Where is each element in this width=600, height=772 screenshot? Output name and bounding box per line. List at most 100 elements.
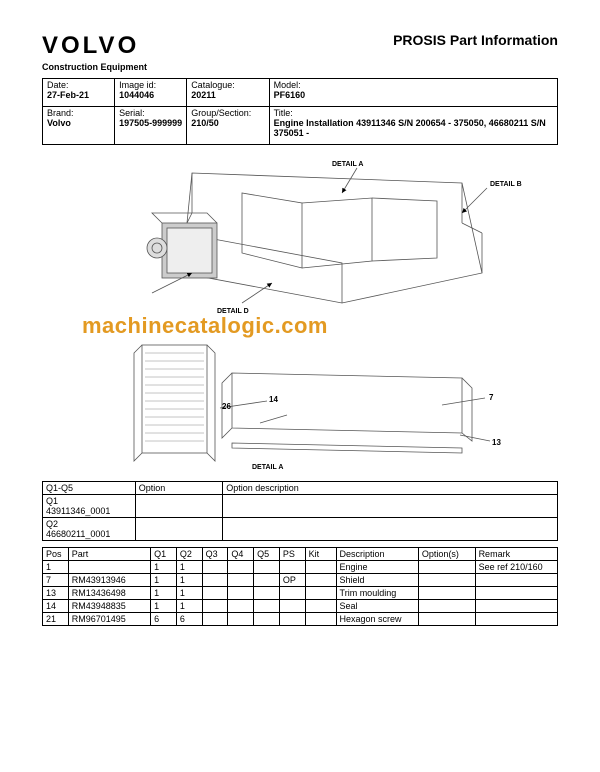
cell-part: RM43913946 bbox=[68, 574, 150, 587]
detail-d-label: DETAIL D bbox=[217, 308, 249, 315]
col-pos: Pos bbox=[43, 548, 69, 561]
table-row: 14RM4394883511Seal bbox=[43, 600, 558, 613]
info-model-value: PF6160 bbox=[274, 90, 553, 100]
col-q1: Q1 bbox=[151, 548, 177, 561]
table-row: 7RM4391394611OPShield bbox=[43, 574, 558, 587]
cell-options bbox=[418, 561, 475, 574]
brand-logo: VOLVO bbox=[42, 32, 139, 60]
info-group: Group/Section: 210/50 bbox=[187, 107, 269, 145]
info-catalogue: Catalogue: 20211 bbox=[187, 79, 269, 107]
cell-part: RM13436498 bbox=[68, 587, 150, 600]
cell-q5 bbox=[254, 587, 280, 600]
info-group-value: 210/50 bbox=[191, 118, 264, 128]
options-code: 46680211_0001 bbox=[46, 529, 132, 539]
info-date-value: 27-Feb-21 bbox=[47, 90, 110, 100]
cell-pos: 1 bbox=[43, 561, 69, 574]
cell-desc: Seal bbox=[336, 600, 418, 613]
cell-part: RM96701495 bbox=[68, 613, 150, 626]
cell-q4 bbox=[228, 613, 254, 626]
cell-q4 bbox=[228, 561, 254, 574]
info-serial-value: 197505-999999 bbox=[119, 118, 182, 128]
subbrand: Construction Equipment bbox=[42, 62, 558, 72]
cell-remark bbox=[475, 574, 557, 587]
cell-pos: 14 bbox=[43, 600, 69, 613]
options-row: Q2 46680211_0001 bbox=[43, 518, 136, 541]
cell-remark bbox=[475, 600, 557, 613]
info-brand-value: Volvo bbox=[47, 118, 110, 128]
info-catalogue-value: 20211 bbox=[191, 90, 264, 100]
cell-q4 bbox=[228, 574, 254, 587]
cell-q1: 6 bbox=[151, 613, 177, 626]
cell-desc: Hexagon screw bbox=[336, 613, 418, 626]
col-kit: Kit bbox=[305, 548, 336, 561]
cell-kit bbox=[305, 600, 336, 613]
cell-ps bbox=[279, 600, 305, 613]
info-table: Date: 27-Feb-21 Image id: 1044046 Catalo… bbox=[42, 78, 558, 145]
cell-q1: 1 bbox=[151, 574, 177, 587]
cell-desc: Shield bbox=[336, 574, 418, 587]
cell-q2: 1 bbox=[176, 600, 202, 613]
cell-q2: 1 bbox=[176, 587, 202, 600]
info-serial: Serial: 197505-999999 bbox=[115, 107, 187, 145]
info-model: Model: PF6160 bbox=[269, 79, 557, 107]
cell-options bbox=[418, 613, 475, 626]
cell-kit bbox=[305, 574, 336, 587]
options-table: Q1-Q5 Option Option description Q1 43911… bbox=[42, 481, 558, 541]
col-q2: Q2 bbox=[176, 548, 202, 561]
options-row: Q1 43911346_0001 bbox=[43, 495, 136, 518]
info-image-id: Image id: 1044046 bbox=[115, 79, 187, 107]
detail-b-label: DETAIL B bbox=[490, 181, 522, 188]
col-q5: Q5 bbox=[254, 548, 280, 561]
options-q: Q1 bbox=[46, 496, 132, 506]
cell-remark: See ref 210/160 bbox=[475, 561, 557, 574]
cell-q5 bbox=[254, 574, 280, 587]
cell-q3 bbox=[202, 561, 228, 574]
cell-remark bbox=[475, 613, 557, 626]
callout-26: 26 bbox=[222, 402, 231, 411]
cell-options bbox=[418, 574, 475, 587]
options-head-q: Q1-Q5 bbox=[43, 482, 136, 495]
detail-a-label: DETAIL A bbox=[332, 161, 363, 168]
cell-pos: 21 bbox=[43, 613, 69, 626]
cell-options bbox=[418, 587, 475, 600]
col-part: Part bbox=[68, 548, 150, 561]
cell-options bbox=[418, 600, 475, 613]
page-title: PROSIS Part Information bbox=[393, 32, 558, 48]
callout-7: 7 bbox=[489, 393, 494, 402]
cell-ps bbox=[279, 587, 305, 600]
options-q: Q2 bbox=[46, 519, 132, 529]
diagram-svg: DETAIL A DETAIL B DETAIL D bbox=[42, 153, 558, 473]
cell-q5 bbox=[254, 561, 280, 574]
info-group-label: Group/Section: bbox=[191, 108, 264, 118]
options-head-option: Option bbox=[135, 482, 223, 495]
info-date: Date: 27-Feb-21 bbox=[43, 79, 115, 107]
info-title-value: Engine Installation 43911346 S/N 200654 … bbox=[274, 118, 553, 138]
table-row: 21RM9670149566Hexagon screw bbox=[43, 613, 558, 626]
info-brand-label: Brand: bbox=[47, 108, 110, 118]
info-title: Title: Engine Installation 43911346 S/N … bbox=[269, 107, 557, 145]
info-imageid-label: Image id: bbox=[119, 80, 182, 90]
detail-a2-label: DETAIL A bbox=[252, 464, 283, 471]
cell-desc: Engine bbox=[336, 561, 418, 574]
cell-q4 bbox=[228, 600, 254, 613]
cell-ps: OP bbox=[279, 574, 305, 587]
info-date-label: Date: bbox=[47, 80, 110, 90]
options-code: 43911346_0001 bbox=[46, 506, 132, 516]
cell-pos: 7 bbox=[43, 574, 69, 587]
cell-pos: 13 bbox=[43, 587, 69, 600]
cell-part: RM43948835 bbox=[68, 600, 150, 613]
parts-table: Pos Part Q1 Q2 Q3 Q4 Q5 PS Kit Descripti… bbox=[42, 547, 558, 626]
col-desc: Description bbox=[336, 548, 418, 561]
cell-part bbox=[68, 561, 150, 574]
col-options: Option(s) bbox=[418, 548, 475, 561]
cell-q5 bbox=[254, 600, 280, 613]
cell-kit bbox=[305, 561, 336, 574]
cell-ps bbox=[279, 561, 305, 574]
parts-header-row: Pos Part Q1 Q2 Q3 Q4 Q5 PS Kit Descripti… bbox=[43, 548, 558, 561]
cell-q2: 1 bbox=[176, 561, 202, 574]
info-model-label: Model: bbox=[274, 80, 553, 90]
cell-remark bbox=[475, 587, 557, 600]
cell-kit bbox=[305, 587, 336, 600]
cell-q2: 1 bbox=[176, 574, 202, 587]
table-row: 13RM1343649811Trim moulding bbox=[43, 587, 558, 600]
